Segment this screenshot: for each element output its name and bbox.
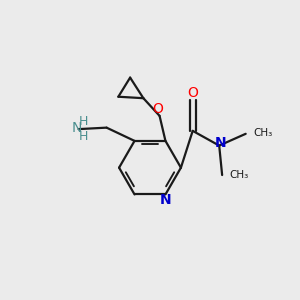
Text: CH₃: CH₃ [230, 170, 249, 180]
Text: O: O [153, 102, 164, 116]
Text: O: O [187, 86, 198, 100]
Text: H: H [78, 115, 88, 128]
Text: CH₃: CH₃ [253, 128, 272, 138]
Text: N: N [72, 121, 82, 135]
Text: H: H [78, 130, 88, 143]
Text: N: N [215, 136, 226, 150]
Text: N: N [160, 193, 172, 207]
